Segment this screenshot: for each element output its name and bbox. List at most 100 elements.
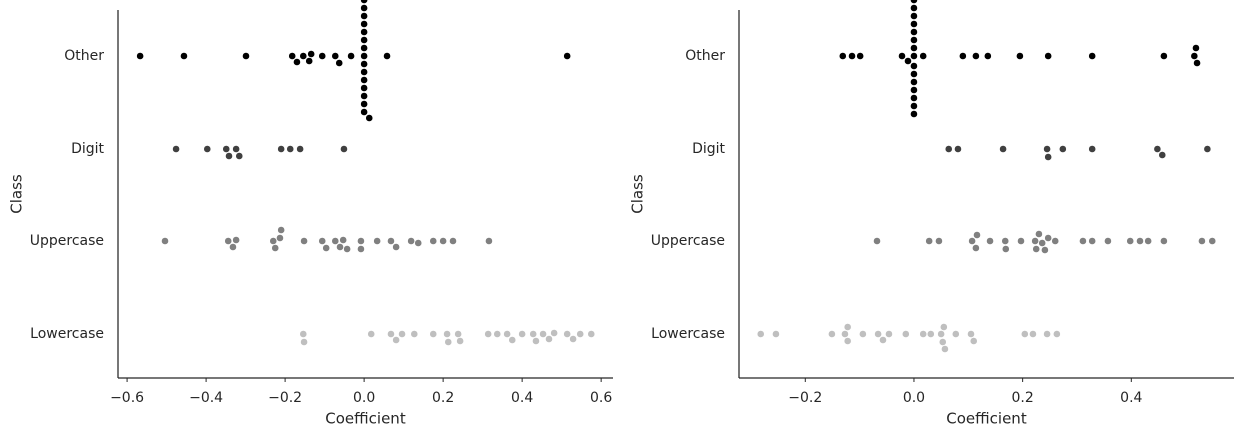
- point: [1208, 237, 1217, 245]
- point: [300, 237, 308, 245]
- point: [387, 330, 395, 338]
- x-axis-label: Coefficient: [325, 410, 406, 428]
- point: [360, 52, 369, 60]
- point: [951, 330, 960, 338]
- point: [1044, 153, 1053, 161]
- point: [1044, 52, 1053, 60]
- point: [539, 330, 547, 338]
- point: [277, 145, 286, 153]
- point: [398, 330, 406, 338]
- point: [1192, 44, 1200, 52]
- point: [919, 52, 928, 60]
- point: [910, 44, 918, 52]
- point: [1043, 330, 1051, 338]
- point: [232, 145, 241, 153]
- point: [563, 330, 572, 338]
- point: [1088, 145, 1097, 153]
- y-tick-label: Lowercase: [30, 326, 104, 342]
- point: [360, 84, 369, 92]
- point: [1016, 52, 1024, 60]
- point: [269, 237, 278, 245]
- point: [873, 237, 881, 245]
- point: [293, 58, 301, 66]
- point: [973, 231, 981, 239]
- point: [360, 108, 369, 116]
- point: [1051, 237, 1060, 245]
- point: [235, 152, 244, 160]
- point: [1035, 230, 1043, 238]
- point: [941, 345, 949, 353]
- point: [360, 44, 369, 52]
- point: [407, 237, 416, 245]
- point: [299, 330, 308, 338]
- point: [910, 36, 918, 44]
- point: [939, 323, 948, 331]
- point: [1058, 145, 1067, 153]
- point: [910, 52, 918, 60]
- point: [545, 335, 553, 343]
- point: [944, 145, 953, 153]
- point: [910, 12, 918, 20]
- point: [532, 337, 540, 345]
- point: [841, 330, 849, 338]
- x-tick-label: 0.6: [590, 390, 612, 406]
- point: [1043, 145, 1051, 153]
- point: [336, 243, 344, 251]
- y-tick-label: Digit: [71, 141, 104, 157]
- x-tick-label: 0.4: [1120, 390, 1142, 406]
- y-tick-label: Other: [64, 48, 104, 64]
- point: [232, 236, 241, 244]
- x-tick-label: 0.4: [511, 390, 533, 406]
- point: [360, 12, 369, 20]
- point: [910, 94, 918, 102]
- point: [901, 330, 910, 338]
- point: [838, 52, 847, 60]
- point: [429, 330, 438, 338]
- point: [1020, 330, 1029, 338]
- y-tick-label: Uppercase: [30, 233, 104, 249]
- point: [576, 330, 585, 338]
- point: [848, 52, 856, 60]
- point: [926, 330, 935, 338]
- point: [925, 237, 934, 245]
- point: [969, 337, 978, 345]
- point: [360, 4, 369, 12]
- point: [357, 237, 365, 245]
- point: [954, 145, 962, 153]
- point: [449, 237, 457, 245]
- point: [360, 36, 369, 44]
- point: [360, 0, 369, 4]
- point: [360, 76, 369, 84]
- point: [387, 237, 395, 245]
- point: [172, 145, 180, 153]
- point: [937, 330, 946, 338]
- point: [910, 102, 918, 110]
- point: [493, 330, 502, 338]
- point: [305, 57, 314, 65]
- point: [1001, 245, 1010, 253]
- x-tick-label: −0.2: [788, 390, 822, 406]
- point: [1041, 246, 1049, 254]
- point: [1017, 237, 1025, 245]
- point: [360, 60, 369, 68]
- point: [1038, 239, 1047, 247]
- point: [972, 52, 980, 60]
- y-tick-label: Other: [685, 48, 725, 64]
- point: [360, 100, 369, 108]
- y-axis-label: Class: [629, 174, 647, 214]
- point: [429, 237, 438, 245]
- point: [1052, 330, 1061, 338]
- point: [910, 28, 918, 36]
- point: [286, 145, 295, 153]
- x-tick-label: −0.4: [189, 390, 223, 406]
- point: [439, 237, 448, 245]
- point: [1160, 52, 1168, 60]
- point: [340, 145, 348, 153]
- point: [414, 239, 423, 247]
- point: [271, 244, 280, 252]
- point: [367, 330, 376, 338]
- point: [331, 237, 340, 245]
- point: [360, 68, 369, 76]
- point: [318, 237, 327, 245]
